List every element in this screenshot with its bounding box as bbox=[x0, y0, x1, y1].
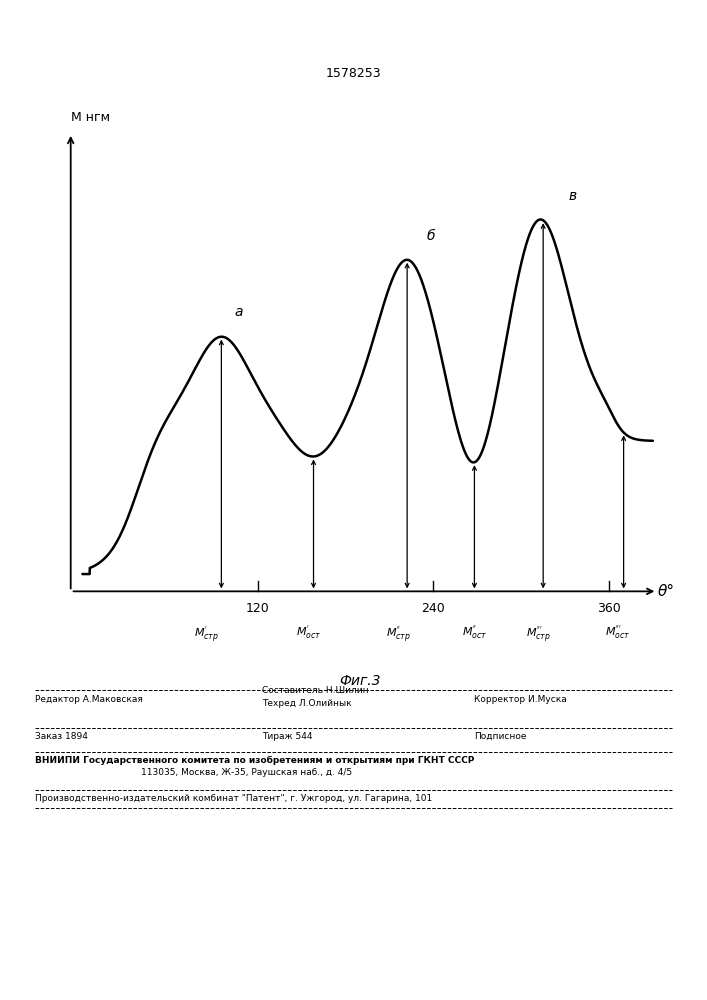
Text: $M^{''}_{ост}$: $M^{''}_{ост}$ bbox=[462, 624, 487, 641]
Text: 120: 120 bbox=[246, 602, 270, 615]
Text: 240: 240 bbox=[421, 602, 445, 615]
Text: $M^{''}_{стр}$: $M^{''}_{стр}$ bbox=[386, 624, 411, 644]
Text: Техред Л.Олийнык: Техред Л.Олийнык bbox=[262, 699, 351, 708]
Text: θ°: θ° bbox=[658, 584, 674, 599]
Text: $M^{'}_{ост}$: $M^{'}_{ост}$ bbox=[296, 624, 322, 641]
Text: Редактор А.Маковская: Редактор А.Маковская bbox=[35, 695, 144, 704]
Text: M нгм: M нгм bbox=[71, 111, 110, 124]
Text: Фиг.3: Фиг.3 bbox=[339, 674, 381, 688]
Text: 360: 360 bbox=[597, 602, 621, 615]
Text: Подписное: Подписное bbox=[474, 732, 526, 741]
Text: $M^{'''}_{стр}$: $M^{'''}_{стр}$ bbox=[526, 624, 551, 644]
Text: Составитель Н.Шилин: Составитель Н.Шилин bbox=[262, 686, 368, 695]
Text: $M^{'}_{стр}$: $M^{'}_{стр}$ bbox=[194, 624, 219, 644]
Text: а: а bbox=[235, 305, 243, 319]
Text: 113035, Москва, Ж-35, Раушская наб., д. 4/5: 113035, Москва, Ж-35, Раушская наб., д. … bbox=[141, 768, 353, 777]
Text: в: в bbox=[568, 189, 576, 203]
Text: б: б bbox=[426, 229, 435, 243]
Text: Корректор И.Муска: Корректор И.Муска bbox=[474, 695, 566, 704]
Text: $M^{'''}_{ост}$: $M^{'''}_{ост}$ bbox=[605, 624, 631, 641]
Text: Производственно-издательский комбинат "Патент", г. Ужгород, ул. Гагарина, 101: Производственно-издательский комбинат "П… bbox=[35, 794, 433, 803]
Text: Заказ 1894: Заказ 1894 bbox=[35, 732, 88, 741]
Text: 1578253: 1578253 bbox=[326, 67, 381, 80]
Text: ВНИИПИ Государственного комитета по изобретениям и открытиям при ГКНТ СССР: ВНИИПИ Государственного комитета по изоб… bbox=[35, 756, 474, 765]
Text: Тираж 544: Тираж 544 bbox=[262, 732, 312, 741]
